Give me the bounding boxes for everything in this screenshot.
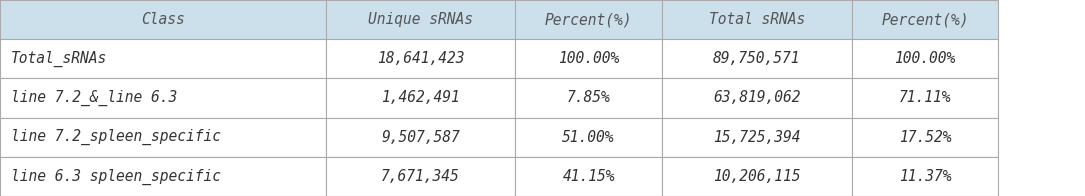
Bar: [0, 39, 326, 78]
Text: 63,819,062: 63,819,062: [713, 91, 801, 105]
Bar: [852, 157, 998, 196]
Text: 89,750,571: 89,750,571: [713, 51, 801, 66]
Bar: [326, 157, 515, 196]
Text: 10,206,115: 10,206,115: [713, 169, 801, 184]
Bar: [852, 39, 998, 78]
Text: Percent(%): Percent(%): [881, 12, 969, 27]
Text: 11.37%: 11.37%: [898, 169, 952, 184]
Text: 100.00%: 100.00%: [894, 51, 956, 66]
Bar: [0, 0, 326, 39]
Text: 41.15%: 41.15%: [562, 169, 615, 184]
Text: 7.85%: 7.85%: [566, 91, 611, 105]
Text: 15,725,394: 15,725,394: [713, 130, 801, 145]
Bar: [515, 39, 662, 78]
Bar: [662, 39, 852, 78]
Bar: [326, 118, 515, 157]
Text: line 7.2_&_line 6.3: line 7.2_&_line 6.3: [11, 90, 177, 106]
Bar: [852, 0, 998, 39]
Text: line 7.2_spleen_specific: line 7.2_spleen_specific: [11, 129, 221, 145]
Text: 100.00%: 100.00%: [558, 51, 620, 66]
Text: 1,462,491: 1,462,491: [381, 91, 460, 105]
Text: Percent(%): Percent(%): [545, 12, 633, 27]
Bar: [0, 118, 326, 157]
Bar: [852, 118, 998, 157]
Text: line 6.3 spleen_specific: line 6.3 spleen_specific: [11, 168, 221, 184]
Bar: [662, 157, 852, 196]
Bar: [515, 157, 662, 196]
Text: 51.00%: 51.00%: [562, 130, 615, 145]
Bar: [0, 157, 326, 196]
Text: Total_sRNAs: Total_sRNAs: [11, 51, 107, 67]
Bar: [852, 78, 998, 118]
Text: Class: Class: [141, 12, 184, 27]
Bar: [326, 78, 515, 118]
Bar: [662, 118, 852, 157]
Bar: [515, 78, 662, 118]
Text: 7,671,345: 7,671,345: [381, 169, 460, 184]
Text: 9,507,587: 9,507,587: [381, 130, 460, 145]
Bar: [662, 0, 852, 39]
Bar: [515, 0, 662, 39]
Text: 17.52%: 17.52%: [898, 130, 952, 145]
Text: 18,641,423: 18,641,423: [376, 51, 464, 66]
Text: Unique sRNAs: Unique sRNAs: [368, 12, 473, 27]
Bar: [326, 0, 515, 39]
Bar: [515, 118, 662, 157]
Text: 71.11%: 71.11%: [898, 91, 952, 105]
Bar: [0, 78, 326, 118]
Bar: [326, 39, 515, 78]
Text: Total sRNAs: Total sRNAs: [709, 12, 805, 27]
Bar: [662, 78, 852, 118]
